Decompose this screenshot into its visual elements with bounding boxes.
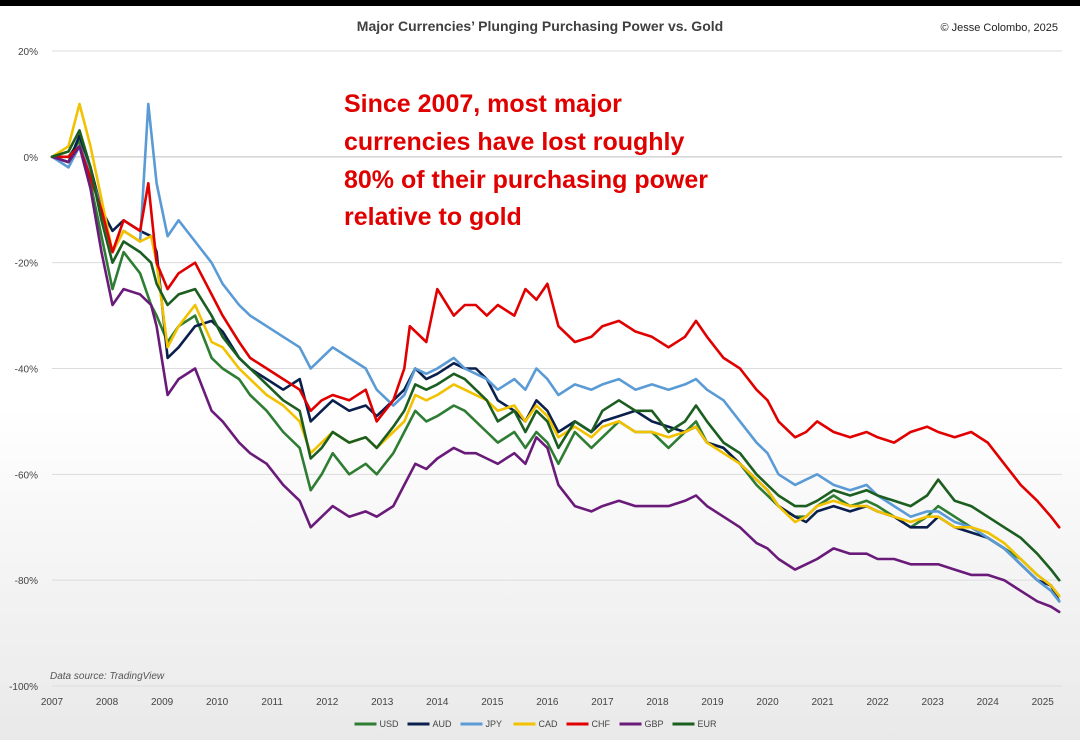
- legend-item-chf: CHF: [566, 719, 611, 729]
- x-tick-label: 2011: [261, 697, 283, 708]
- x-tick-label: 2020: [756, 697, 779, 708]
- x-tick-label: 2016: [536, 697, 559, 708]
- series-line-cad: [50, 102, 1061, 598]
- legend-label: CAD: [539, 719, 559, 729]
- annotation-line-4: relative to gold: [344, 203, 522, 231]
- x-axis: 2007 2008 2009 2010 2011 2012 2013 2014 2015 2016…: [41, 697, 1054, 708]
- x-tick-label: 2010: [206, 697, 229, 708]
- y-tick-label: -80%: [15, 576, 38, 587]
- x-tick-label: 2021: [811, 697, 834, 708]
- x-tick-label: 2025: [1032, 697, 1055, 708]
- top-border: [0, 0, 1080, 6]
- legend-label: CHF: [592, 719, 611, 729]
- legend-item-cad: CAD: [513, 719, 559, 729]
- chart-credit: © Jesse Colombo, 2025: [940, 22, 1058, 34]
- x-tick-label: 2007: [41, 697, 64, 708]
- y-tick-label: -100%: [9, 682, 38, 693]
- y-axis: 20% 0% -20% -40% -60% -80% -100%: [9, 47, 38, 693]
- legend-label: EUR: [698, 719, 718, 729]
- series-line-jpy: [50, 102, 1061, 603]
- y-tick-label: -20%: [15, 259, 38, 270]
- data-source-note: Data source: TradingView: [50, 671, 165, 682]
- y-tick-label: -40%: [15, 365, 38, 376]
- x-tick-label: 2014: [426, 697, 449, 708]
- y-tick-label: 0%: [24, 153, 39, 164]
- x-tick-label: 2023: [922, 697, 945, 708]
- x-tick-label: 2022: [866, 697, 889, 708]
- x-tick-label: 2017: [591, 697, 614, 708]
- x-tick-label: 2008: [96, 697, 119, 708]
- legend-label: JPY: [486, 719, 503, 729]
- chart-title: Major Currencies’ Plunging Purchasing Po…: [357, 18, 723, 34]
- x-tick-label: 2012: [316, 697, 339, 708]
- series-lines: [50, 102, 1061, 614]
- legend: USD AUD JPY CAD CHF GBP EUR: [354, 719, 718, 729]
- legend-label: AUD: [433, 719, 453, 729]
- legend-item-jpy: JPY: [460, 719, 503, 729]
- legend-item-aud: AUD: [407, 719, 453, 729]
- y-tick-label: -60%: [15, 470, 38, 481]
- series-line-usd: [50, 139, 1061, 598]
- x-tick-label: 2009: [151, 697, 174, 708]
- legend-item-usd: USD: [354, 719, 400, 729]
- annotation-line-3: 80% of their purchasing power: [344, 166, 708, 194]
- annotation: Since 2007, most major currencies have l…: [344, 90, 708, 231]
- x-tick-label: 2024: [977, 697, 1000, 708]
- series-line-gbp: [50, 145, 1061, 614]
- annotation-line-2: currencies have lost roughly: [344, 128, 684, 156]
- series-line-chf: [50, 145, 1061, 529]
- grid-lines: [52, 50, 1062, 687]
- x-tick-label: 2019: [701, 697, 724, 708]
- y-tick-label: 20%: [18, 47, 38, 58]
- x-tick-label: 2018: [646, 697, 669, 708]
- legend-label: GBP: [645, 719, 664, 729]
- series-line-eur: [50, 129, 1061, 582]
- annotation-line-1: Since 2007, most major: [344, 90, 622, 118]
- legend-item-gbp: GBP: [619, 719, 664, 729]
- x-tick-label: 2015: [481, 697, 504, 708]
- legend-item-eur: EUR: [672, 719, 718, 729]
- legend-label: USD: [380, 719, 400, 729]
- x-tick-label: 2013: [371, 697, 394, 708]
